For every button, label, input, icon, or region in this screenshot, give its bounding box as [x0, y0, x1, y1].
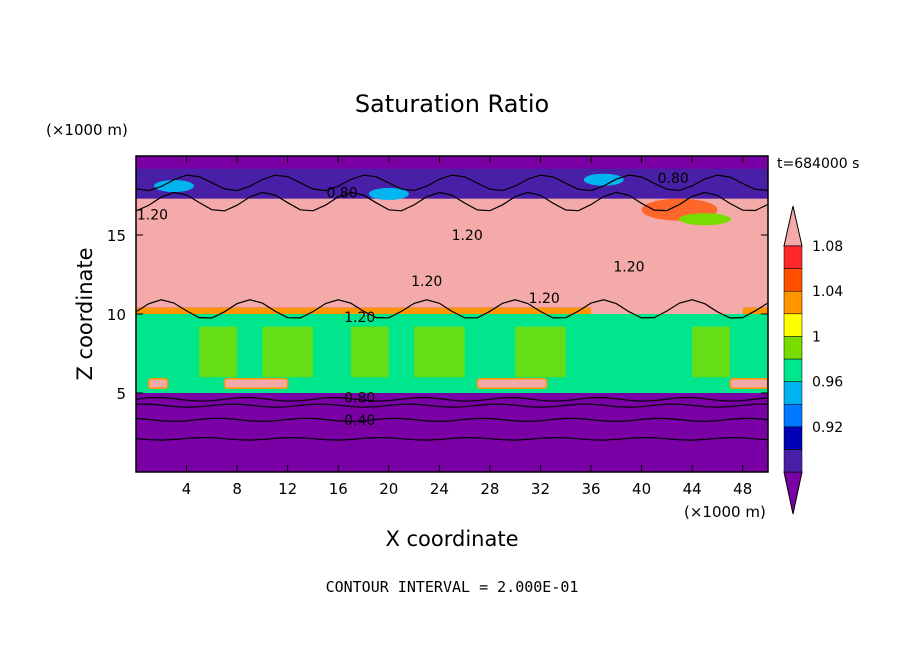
contour-label: 1.20	[452, 228, 483, 244]
y-tick-label: 10	[107, 306, 126, 324]
contour-line	[136, 299, 768, 319]
x-tick-label: 4	[182, 480, 192, 498]
field-cell	[223, 378, 289, 390]
colorbar-label: 1.08	[812, 239, 843, 255]
time-label: t=684000 s	[777, 156, 859, 172]
field-cell	[515, 326, 566, 378]
y-axis: 5 10 15	[107, 227, 768, 403]
colorbar-swatch	[783, 381, 803, 405]
x-tick-label: 24	[430, 480, 449, 498]
contour-label: 1.20	[613, 260, 644, 276]
colorbar-swatch	[783, 449, 803, 473]
x-tick-label: 28	[480, 480, 499, 498]
x-axis: 4 8 12 16 20 24 28 32 36 40 44 48	[182, 156, 752, 498]
colorbar-swatch	[783, 403, 803, 428]
colorbar-swatch	[783, 268, 803, 292]
field-cell	[199, 326, 238, 378]
contour-label: 1.20	[529, 291, 560, 307]
contour-line	[136, 174, 768, 192]
x-unit-label: (×1000 m)	[684, 503, 766, 521]
y-tick-label: 15	[107, 227, 126, 245]
field-cell	[368, 187, 409, 200]
colorbar-swatch	[783, 358, 803, 382]
plot-field: 0.80 0.80 1.20 1.20 1.20 1.20 1.20 1.20 0.80 0.40	[136, 156, 768, 472]
colorbar-lower-extension	[783, 471, 803, 515]
colorbar-label: 1	[812, 329, 821, 345]
x-tick-label: 36	[581, 480, 600, 498]
y-unit-label: (×1000 m)	[46, 121, 128, 139]
field-cell	[678, 213, 731, 226]
colorbar: 0.92 0.96 1 1.04 1.08	[783, 205, 843, 515]
colorbar-swatch	[783, 245, 803, 269]
field-cell	[729, 378, 768, 390]
contour-line	[136, 191, 768, 212]
field-cell	[476, 378, 548, 390]
contour-line	[136, 396, 768, 402]
field-cell	[583, 173, 624, 186]
contour-label: 0.80	[344, 391, 375, 407]
contour-line	[136, 417, 768, 423]
x-tick-label: 12	[278, 480, 297, 498]
colorbar-swatch	[783, 313, 803, 337]
chart-title: Saturation Ratio	[355, 90, 549, 118]
contour-label: 0.40	[344, 413, 375, 429]
colorbar-swatch	[783, 290, 803, 315]
colorbar-swatch	[783, 426, 803, 450]
field-cell	[591, 290, 743, 314]
field-cell	[147, 378, 169, 390]
contour-label: 1.20	[411, 274, 442, 290]
colorbar-label: 0.96	[812, 375, 843, 391]
contour-label: 0.80	[326, 185, 357, 201]
contour-label: 1.20	[137, 207, 168, 223]
field-cell	[692, 326, 731, 378]
x-tick-label: 40	[632, 480, 651, 498]
x-axis-label: X coordinate	[385, 527, 518, 551]
x-tick-label: 48	[733, 480, 752, 498]
field-cell	[350, 326, 389, 378]
colorbar-label: 1.04	[812, 284, 843, 300]
x-tick-label: 20	[379, 480, 398, 498]
contour-interval-note: CONTOUR INTERVAL = 2.000E-01	[326, 578, 579, 596]
contour-label: 0.80	[658, 171, 689, 187]
x-tick-label: 44	[683, 480, 702, 498]
colorbar-swatch	[783, 336, 803, 360]
y-tick-label: 5	[116, 385, 126, 403]
x-tick-label: 32	[531, 480, 550, 498]
y-axis-label: Z coordinate	[73, 247, 97, 380]
colorbar-label: 0.92	[812, 420, 843, 436]
field-cell	[262, 326, 313, 378]
x-tick-label: 16	[329, 480, 348, 498]
colorbar-upper-extension	[783, 205, 803, 247]
contour-label: 1.20	[344, 310, 375, 326]
field-cell	[414, 326, 465, 378]
contour-line	[136, 436, 768, 441]
field-cell	[153, 180, 194, 193]
contour-line	[136, 403, 768, 408]
x-tick-label: 8	[232, 480, 242, 498]
